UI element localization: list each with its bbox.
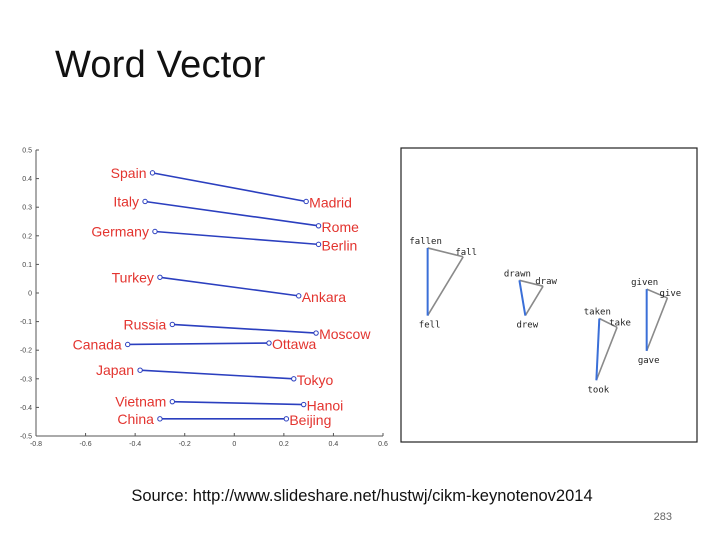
- word-label: fall: [455, 248, 477, 258]
- x-tick-label: 0.2: [279, 441, 289, 448]
- capital-point: [283, 416, 290, 422]
- country-label: Spain: [111, 165, 147, 181]
- word-label: took: [588, 385, 610, 395]
- triangle-edge: [645, 297, 669, 352]
- y-tick-label: 0.1: [22, 262, 32, 269]
- slide-title: Word Vector: [55, 44, 266, 86]
- country-point: [169, 321, 176, 328]
- capital-point: [315, 223, 322, 229]
- country-capital-line: [172, 323, 317, 334]
- x-tick-label: 0.4: [329, 441, 339, 448]
- country-point: [157, 416, 163, 422]
- capital-point: [313, 330, 319, 336]
- capital-label: Tokyo: [297, 372, 334, 388]
- plot-frame: [400, 147, 698, 443]
- word-label: drawn: [504, 269, 531, 279]
- y-tick-label: 0: [28, 291, 32, 298]
- verb-tense-chart: fallen fall fell drawn draw drew taken take took…: [398, 145, 700, 445]
- y-tick-label: -0.4: [20, 405, 32, 412]
- country-capital-line: [140, 369, 294, 380]
- country-label: Russia: [124, 316, 167, 332]
- country-label: Turkey: [112, 269, 154, 285]
- x-tick-label: 0.6: [378, 441, 388, 448]
- capital-label: Hanoi: [307, 398, 344, 414]
- country-label: Canada: [73, 336, 122, 352]
- country-capital-line: [127, 342, 269, 346]
- triangle-edge: [427, 247, 464, 258]
- country-capital-svg: 0.5 0.4 0.3 0.2 0.1 0 -0.1 -0.2 -0.3 -0.4 -0.5-0.8…: [20, 148, 388, 449]
- country-label: Vietnam: [115, 394, 166, 410]
- x-tick-label: -0.8: [30, 441, 42, 448]
- y-tick-label: 0.2: [22, 233, 32, 240]
- country-capital-line: [159, 276, 299, 297]
- country-label: Japan: [96, 362, 134, 378]
- capital-label: Ottawa: [272, 336, 317, 352]
- triangle-edge: [595, 327, 618, 381]
- word-label: take: [609, 318, 631, 328]
- y-tick-label: -0.1: [20, 319, 32, 326]
- y-tick-label: 0.4: [22, 176, 32, 183]
- triangle-edge: [646, 288, 668, 299]
- capital-point: [291, 376, 297, 382]
- country-capital-line: [144, 200, 319, 227]
- country-point: [137, 367, 143, 373]
- country-label: Italy: [113, 193, 139, 209]
- y-tick-label: -0.2: [20, 348, 32, 355]
- country-capital-line: [152, 172, 307, 203]
- word-label: fell: [419, 321, 441, 331]
- capital-point: [296, 293, 302, 299]
- x-tick-label: -0.2: [179, 441, 191, 448]
- y-tick-label: -0.5: [20, 434, 32, 441]
- country-point: [142, 198, 148, 205]
- capital-label: Rome: [322, 219, 360, 235]
- capital-label: Ankara: [302, 289, 347, 305]
- word-label: give: [660, 289, 682, 299]
- country-point: [125, 341, 131, 348]
- capital-label: Beijing: [289, 412, 331, 428]
- word-label: taken: [584, 308, 611, 318]
- capital-label: Moscow: [319, 326, 371, 342]
- country-label: Germany: [91, 224, 149, 240]
- word-label: fallen: [409, 237, 442, 247]
- country-label: China: [117, 411, 154, 427]
- word-label: gave: [638, 356, 660, 366]
- triangle-edge: [519, 279, 544, 287]
- x-tick-label: -0.4: [129, 441, 141, 448]
- country-point: [157, 274, 163, 280]
- triangle-edge: [426, 256, 464, 316]
- country-capital-line: [172, 400, 304, 406]
- triangle-edge: [524, 285, 544, 316]
- x-tick-label: 0: [232, 441, 236, 448]
- x-tick-label: -0.6: [80, 441, 92, 448]
- country-point: [149, 170, 156, 176]
- capital-label: Madrid: [309, 194, 352, 210]
- triangle-edge: [518, 280, 527, 316]
- capital-point: [266, 340, 272, 346]
- capital-point: [303, 198, 309, 205]
- word-label: given: [631, 278, 658, 288]
- triangle-edge: [598, 317, 618, 329]
- capital-label: Berlin: [322, 237, 358, 253]
- capital-point: [300, 401, 307, 408]
- country-capital-line: [154, 230, 319, 246]
- country-capital-chart: 0.5 0.4 0.3 0.2 0.1 0 -0.1 -0.2 -0.3 -0.4 -0.5 -0.8…: [0, 140, 395, 450]
- capital-point: [315, 241, 322, 248]
- country-point: [169, 398, 176, 405]
- source-citation: Source: http://www.slideshare.net/hustwj…: [131, 487, 593, 505]
- country-point: [152, 228, 158, 235]
- word-label: draw: [535, 277, 557, 287]
- y-tick-label: -0.3: [20, 376, 32, 383]
- page-number: 283: [653, 511, 672, 523]
- word-label: drew: [516, 321, 538, 331]
- triangle-edge: [595, 318, 601, 381]
- y-tick-label: 0.3: [22, 205, 32, 212]
- y-tick-label: 0.5: [22, 148, 32, 155]
